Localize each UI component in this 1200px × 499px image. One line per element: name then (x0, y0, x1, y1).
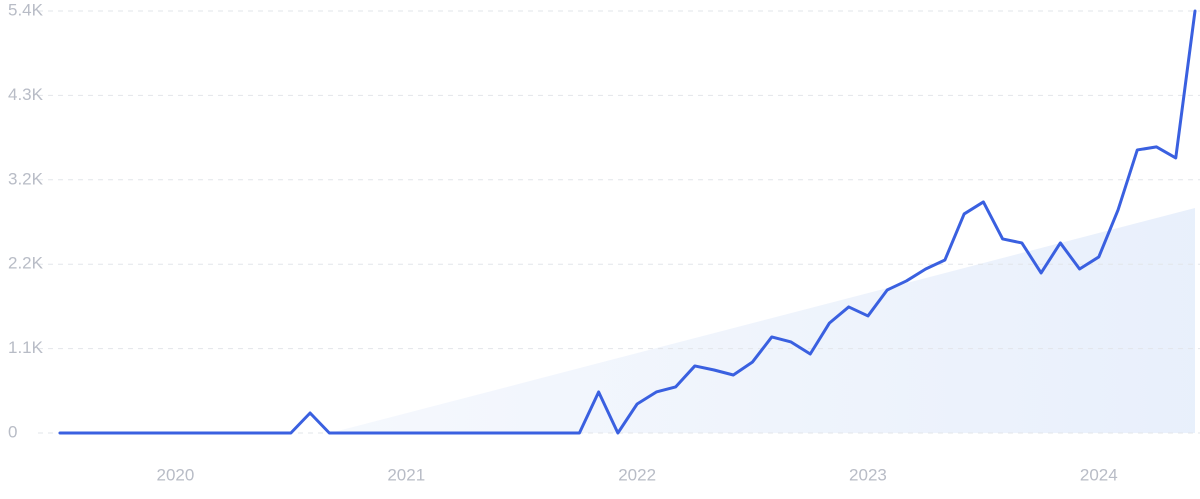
y-tick-label: 1.1K (8, 338, 44, 357)
y-tick-label: 5.4K (8, 0, 44, 19)
y-tick-label: 3.2K (8, 169, 44, 188)
x-tick-label: 2021 (387, 465, 425, 484)
trend-area (330, 208, 1195, 433)
y-tick-label: 2.2K (8, 254, 44, 273)
y-tick-label: 4.3K (8, 85, 44, 104)
y-tick-label: 0 (8, 422, 17, 441)
x-tick-label: 2020 (157, 465, 195, 484)
x-tick-label: 2024 (1080, 465, 1118, 484)
x-tick-label: 2022 (618, 465, 656, 484)
line (58, 9, 1197, 435)
x-tick-label: 2023 (849, 465, 887, 484)
